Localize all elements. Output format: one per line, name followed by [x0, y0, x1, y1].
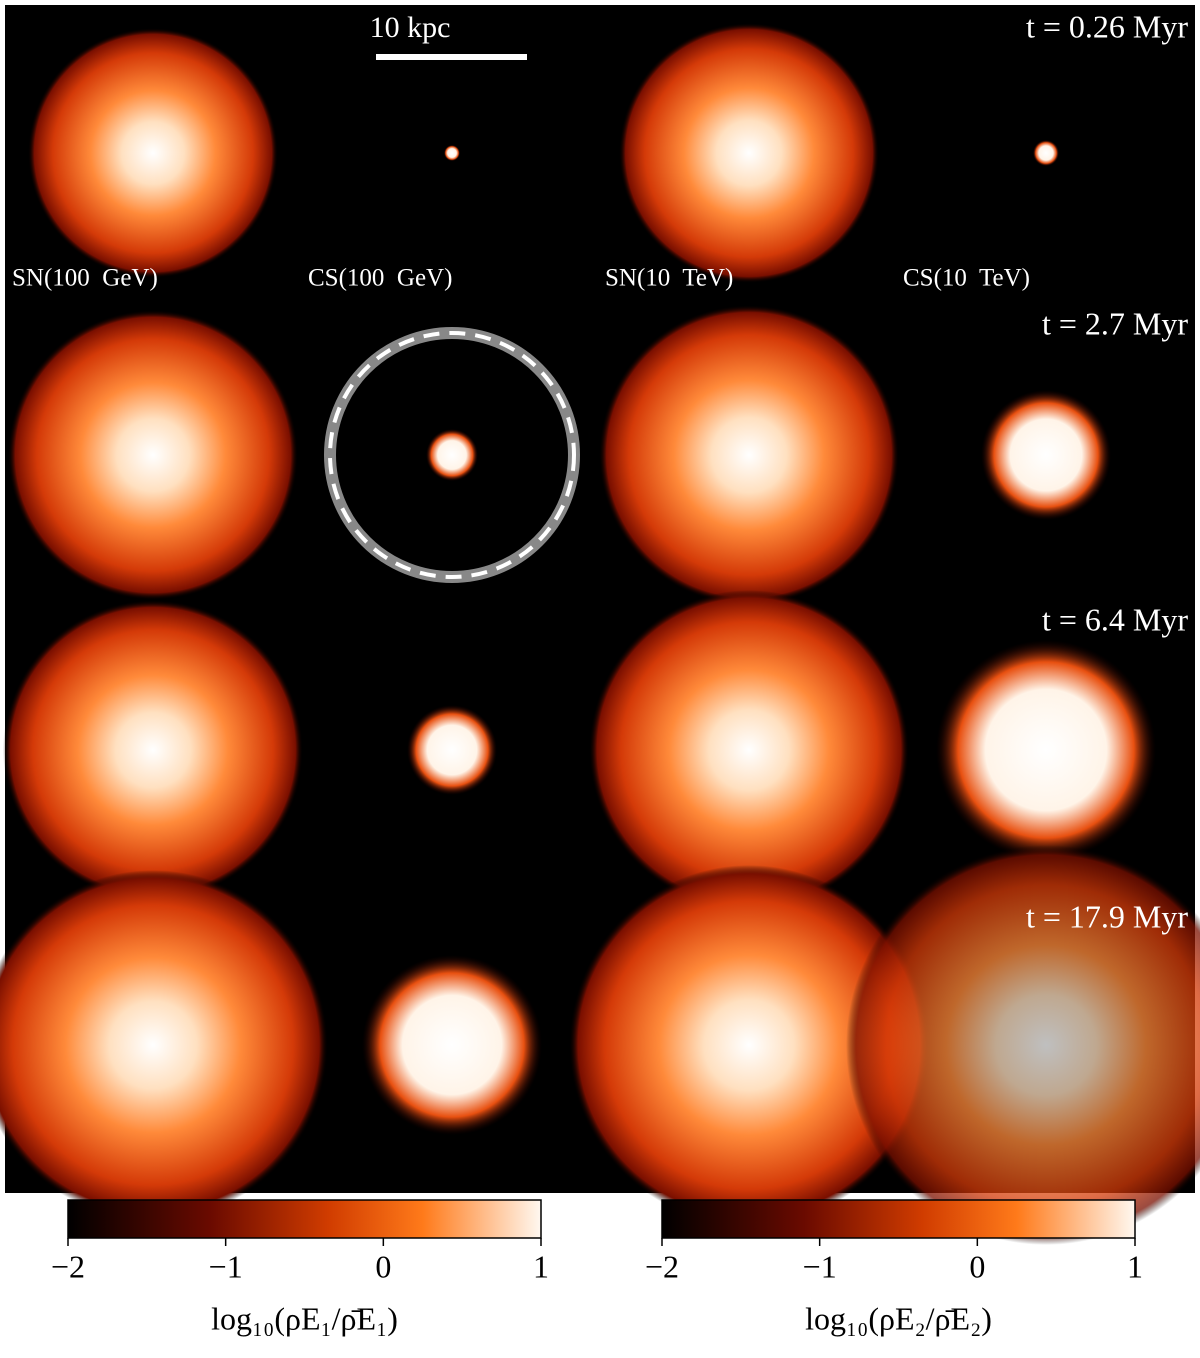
colorbar-label: log₁₀(ρE₂/ρ̄E₂) — [805, 1300, 992, 1336]
colorbar-tick-label: 1 — [533, 1248, 549, 1284]
colorbar-tick-label: 0 — [969, 1248, 985, 1284]
simulation-map — [444, 145, 460, 161]
simulation-map — [599, 305, 899, 605]
panels — [0, 23, 1200, 1245]
simulation-map — [619, 23, 879, 283]
simulation-map — [936, 640, 1156, 860]
simulation-map — [8, 310, 298, 600]
colorbar-label: log₁₀(ρE₁/ρ̄E₁) — [211, 1300, 398, 1336]
scale-bar-label: 10 kpc — [370, 11, 451, 44]
colorbar-tick-label: 1 — [1127, 1248, 1143, 1284]
colorbar — [67, 1199, 542, 1239]
simulation-map — [3, 600, 303, 900]
simulation-map — [569, 865, 929, 1225]
time-label: t = 2.7 Myr — [1042, 305, 1188, 341]
column-label: SN(100 GeV) — [12, 265, 158, 292]
simulation-map — [981, 390, 1111, 520]
column-label: CS(10 TeV) — [903, 265, 1030, 292]
time-label: t = 17.9 Myr — [1026, 898, 1188, 934]
time-label: t = 6.4 Myr — [1042, 601, 1188, 637]
colorbar-tick-label: −2 — [645, 1248, 679, 1284]
colorbar-tick-label: −2 — [51, 1248, 85, 1284]
column-label: SN(10 TeV) — [605, 265, 733, 292]
colorbar-tick-label: −1 — [209, 1248, 243, 1284]
dashed-circle — [328, 331, 576, 579]
simulation-map — [846, 845, 1200, 1245]
simulation-map — [407, 705, 497, 795]
simulation-map — [362, 955, 542, 1135]
simulation-map — [1033, 140, 1059, 166]
time-label: t = 0.26 Myr — [1026, 8, 1188, 44]
column-label: CS(100 GeV) — [308, 265, 452, 292]
colorbar-tick-label: 0 — [375, 1248, 391, 1284]
colorbar-tick-label: −1 — [803, 1248, 837, 1284]
simulation-map — [28, 28, 278, 278]
simulation-map — [0, 870, 328, 1220]
simulation-map — [426, 429, 478, 481]
colorbar — [661, 1199, 1136, 1239]
simulation-map — [589, 590, 909, 910]
